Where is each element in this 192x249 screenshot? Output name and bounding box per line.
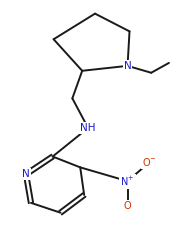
Text: O: O	[124, 201, 131, 211]
Text: N: N	[124, 61, 131, 71]
Text: N: N	[22, 169, 30, 179]
Text: N$^{+}$: N$^{+}$	[120, 175, 135, 188]
Text: O$^{-}$: O$^{-}$	[142, 156, 157, 168]
Text: NH: NH	[80, 123, 96, 133]
